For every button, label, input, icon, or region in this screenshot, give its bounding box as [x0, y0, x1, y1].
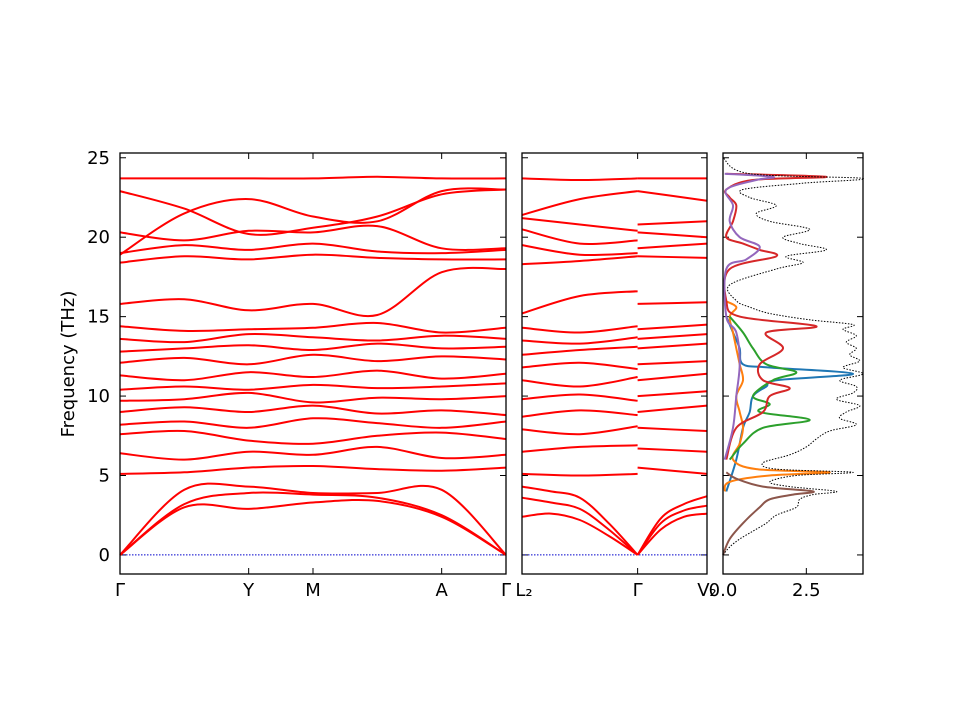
phonon-band-line [637, 342, 708, 350]
phonon-band-line [637, 242, 708, 250]
phonon-band-line [119, 404, 507, 417]
phonon-band-line [119, 242, 507, 255]
phonon-band-line [521, 409, 638, 418]
y-tick-label: 15 [87, 307, 110, 328]
phonon-band-line [521, 512, 639, 556]
phonon-band-line [521, 444, 638, 453]
phonon-band-line [637, 301, 708, 305]
phonon-band-line [521, 177, 638, 182]
phonon-band-line [636, 512, 708, 556]
y-axis-label: Frequency (THz) [58, 291, 79, 438]
phonon-band-line [119, 417, 507, 429]
phonon-band-line [637, 466, 708, 475]
x-tick-label: V₂ [697, 580, 717, 601]
phonon-band-line [119, 391, 507, 404]
phonon-band-line [637, 426, 708, 432]
y-tick-label: 5 [99, 466, 110, 487]
phonon-band-line [119, 188, 507, 236]
phonon-band-line [119, 429, 507, 445]
phonon-band-line [119, 445, 507, 461]
phonon-band-line [521, 190, 638, 216]
right-panel-frame [521, 152, 708, 575]
phonon-band-line [636, 504, 708, 556]
phonon-band-line [637, 255, 708, 259]
phonon-band-line [119, 253, 507, 264]
projected-dos-line-orange [723, 299, 831, 492]
phonon-band-line [521, 345, 638, 356]
x-tick-label: Γ [115, 580, 125, 601]
phonon-band-line [637, 372, 708, 382]
phonon-band-line [119, 382, 507, 391]
band-structure-right-panel: L₂ Γ V₂ [515, 152, 717, 601]
phonon-band-line [637, 333, 708, 340]
phonon-band-line [637, 323, 708, 331]
projected-dos-line-brown [722, 471, 815, 556]
phonon-band-line [521, 325, 638, 334]
phonon-band-line [637, 220, 708, 226]
phonon-band-line [119, 224, 507, 251]
x-tick-label: 2.5 [792, 580, 821, 601]
phonon-band-line [119, 321, 507, 334]
phonon-band-line [521, 290, 638, 315]
phonon-band-line [119, 266, 507, 318]
x-tick-label: M [305, 580, 321, 601]
phonon-band-line [119, 464, 507, 475]
projected-dos-line-purple [723, 172, 776, 460]
phonon-band-line [521, 255, 638, 266]
phonon-band-line [521, 425, 638, 436]
phonon-band-line [119, 369, 507, 382]
phonon-band-line [521, 361, 638, 371]
x-tick-label: Y [242, 580, 255, 601]
x-tick-label: L₂ [515, 580, 532, 601]
density-of-states-panel: 0.0 2.5 [709, 152, 865, 601]
phonon-band-line [636, 495, 708, 556]
phonon-band-line [119, 491, 507, 556]
phonon-band-line [637, 447, 708, 453]
phonon-band-line [521, 393, 638, 402]
phonon-band-line [521, 472, 638, 477]
phonon-band-line [521, 496, 639, 556]
phonon-band-line [521, 485, 639, 556]
phonon-band-line [637, 360, 708, 366]
phonon-band-line [521, 228, 638, 245]
x-tick-label: A [436, 580, 449, 601]
phonon-band-line [119, 342, 507, 353]
projected-dos-line-green [728, 315, 811, 461]
phonon-band-line [120, 175, 507, 180]
x-tick-label: Γ [633, 580, 643, 601]
phonon-band-line [521, 336, 638, 345]
main-panel-frame [119, 152, 507, 575]
phonon-band-line [521, 376, 638, 388]
phonon-band-line [637, 231, 708, 239]
phonon-band-line [637, 390, 708, 398]
phonon-band-line [119, 332, 507, 344]
phonon-band-line [119, 498, 507, 556]
phonon-band-line [521, 217, 638, 232]
phonon-band-line [119, 482, 507, 556]
phonon-band-line [521, 244, 638, 257]
y-tick-label: 0 [99, 545, 110, 566]
total-dos-line [722, 157, 865, 556]
y-tick-label: 10 [87, 386, 110, 407]
phonon-band-line [119, 353, 507, 366]
y-tick-label: 20 [87, 227, 110, 248]
dos-panel-frame [722, 152, 864, 575]
phonon-band-line [637, 190, 708, 202]
x-tick-label: 0.0 [709, 580, 738, 601]
x-tick-label: Γ [501, 580, 511, 601]
phonon-band-line [637, 404, 708, 413]
phonon-band-line [119, 187, 507, 256]
y-tick-label: 25 [87, 148, 110, 169]
